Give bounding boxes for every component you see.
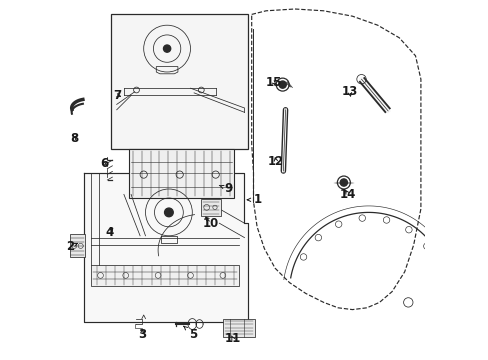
Text: 7: 7 (113, 89, 121, 102)
Text: 9: 9 (219, 183, 232, 195)
Bar (70, 234, 85, 257)
Text: 6: 6 (101, 157, 108, 170)
Circle shape (340, 179, 347, 186)
Text: 11: 11 (224, 332, 241, 345)
Text: 10: 10 (203, 217, 219, 230)
Bar (91, 265, 239, 286)
Polygon shape (84, 173, 247, 322)
Text: 13: 13 (341, 85, 357, 98)
Text: 12: 12 (267, 156, 284, 168)
Bar (111, 14, 247, 149)
Text: 2: 2 (66, 240, 77, 253)
Text: 4: 4 (106, 226, 114, 239)
Text: 8: 8 (70, 132, 78, 145)
Bar (223, 319, 255, 337)
Text: 14: 14 (339, 188, 356, 201)
Bar (201, 199, 221, 216)
Text: 5: 5 (183, 326, 197, 341)
Bar (129, 149, 233, 198)
Text: 3: 3 (138, 328, 146, 341)
Circle shape (163, 45, 170, 52)
Text: 1: 1 (247, 193, 261, 206)
Circle shape (164, 208, 173, 217)
Circle shape (279, 81, 285, 88)
Text: 15: 15 (265, 76, 282, 89)
